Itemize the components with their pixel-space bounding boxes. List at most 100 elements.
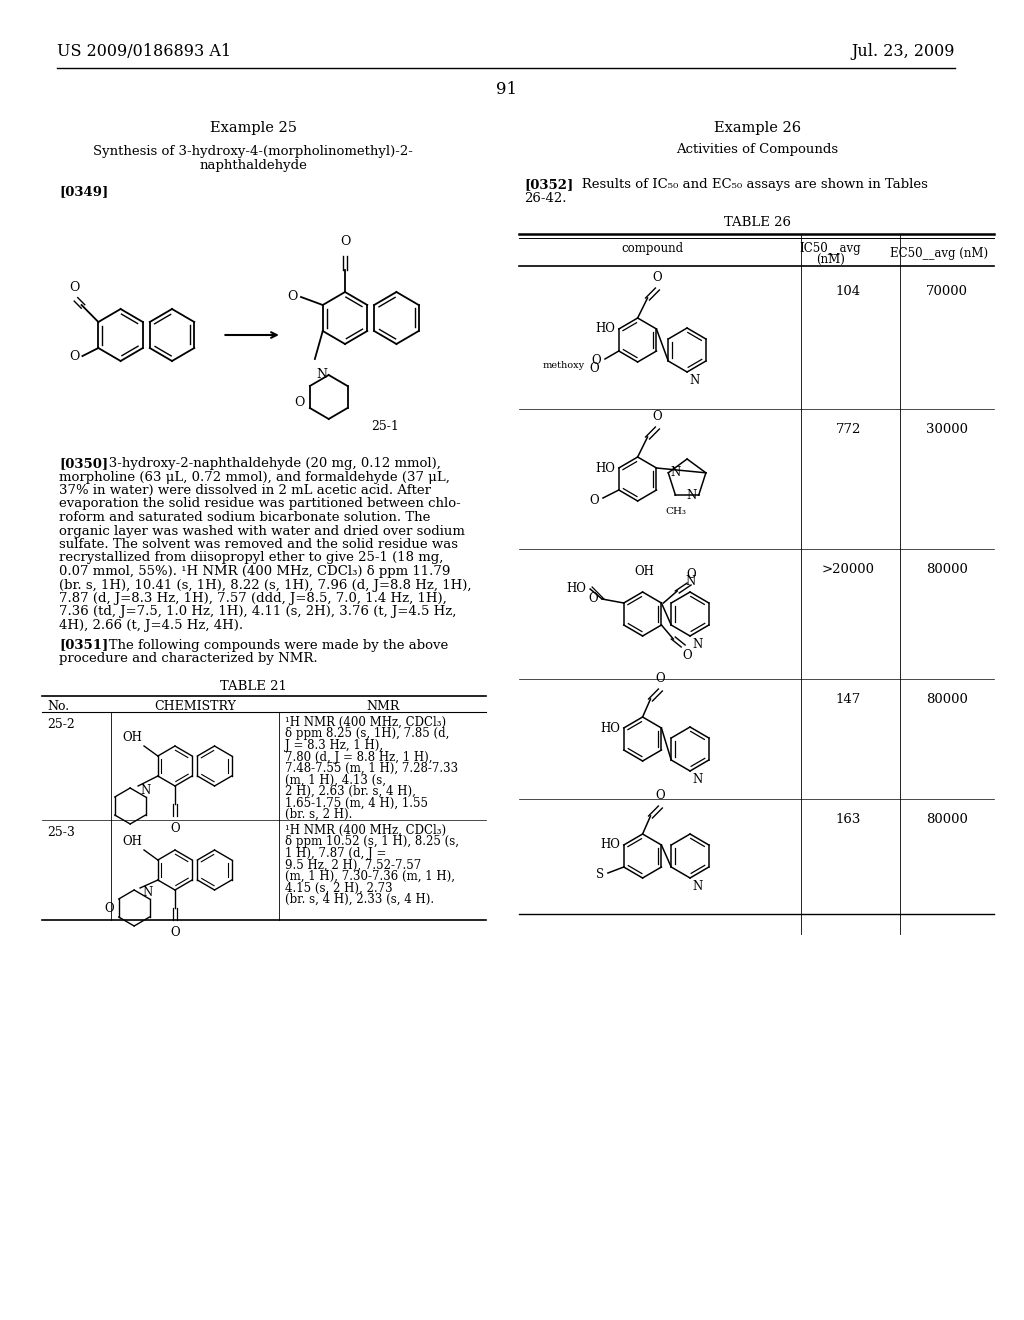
Text: 80000: 80000 [926,693,968,706]
Text: sulfate. The solvent was removed and the solid residue was: sulfate. The solvent was removed and the… [59,539,459,550]
Text: O: O [652,411,663,422]
Text: O: O [170,822,180,836]
Text: ¹H NMR (400 MHz, CDCl₃): ¹H NMR (400 MHz, CDCl₃) [285,715,445,729]
Text: (br. s, 4 H), 2.33 (s, 4 H).: (br. s, 4 H), 2.33 (s, 4 H). [285,894,434,906]
Text: N: N [692,638,702,651]
Text: HO: HO [595,462,614,474]
Text: 104: 104 [836,285,861,298]
Text: O: O [589,593,598,606]
Text: J = 8.3 Hz, 1 H),: J = 8.3 Hz, 1 H), [285,739,383,752]
Text: O: O [590,494,599,507]
Text: The following compounds were made by the above: The following compounds were made by the… [96,639,449,652]
Text: O: O [590,363,599,375]
Text: N: N [692,774,702,785]
Text: CH₃: CH₃ [665,507,686,516]
Text: OH: OH [122,731,142,744]
Text: 4.15 (s, 2 H), 2.73: 4.15 (s, 2 H), 2.73 [285,882,392,895]
Text: N: N [142,886,153,899]
Text: No.: No. [47,700,70,713]
Text: 163: 163 [836,813,861,826]
Text: HO: HO [595,322,614,335]
Text: Activities of Compounds: Activities of Compounds [676,144,839,157]
Text: [0352]: [0352] [524,178,573,191]
Text: N: N [686,488,696,502]
Text: O: O [104,902,115,915]
Text: 25-3: 25-3 [47,826,76,840]
Text: HO: HO [600,838,620,851]
Text: 2 H), 2.63 (br. s, 4 H),: 2 H), 2.63 (br. s, 4 H), [285,785,416,799]
Text: O: O [170,927,180,939]
Text: (nM): (nM) [816,253,845,267]
Text: 25-2: 25-2 [47,718,75,731]
Text: 7.48-7.55 (m, 1 H), 7.28-7.33: 7.48-7.55 (m, 1 H), 7.28-7.33 [285,762,458,775]
Text: IC50__avg: IC50__avg [800,242,861,255]
Text: O: O [340,235,350,248]
Text: procedure and characterized by NMR.: procedure and characterized by NMR. [59,652,317,665]
Text: Synthesis of 3-hydroxy-4-(morpholinomethyl)-2-: Synthesis of 3-hydroxy-4-(morpholinometh… [93,145,413,158]
Text: O: O [655,672,666,685]
Text: 0.07 mmol, 55%). ¹H NMR (400 MHz, CDCl₃) δ ppm 11.79: 0.07 mmol, 55%). ¹H NMR (400 MHz, CDCl₃)… [59,565,451,578]
Text: OH: OH [122,836,142,847]
Text: Example 25: Example 25 [210,121,297,135]
Text: naphthaldehyde: naphthaldehyde [199,160,307,173]
Text: (m, 1 H), 4.13 (s,: (m, 1 H), 4.13 (s, [285,774,386,787]
Text: TABLE 21: TABLE 21 [219,680,287,693]
Text: O: O [682,649,692,663]
Text: recrystallized from diisopropyl ether to give 25-1 (18 mg,: recrystallized from diisopropyl ether to… [59,552,443,565]
Text: (br. s, 1H), 10.41 (s, 1H), 8.22 (s, 1H), 7.96 (d, J=8.8 Hz, 1H),: (br. s, 1H), 10.41 (s, 1H), 8.22 (s, 1H)… [59,578,472,591]
Text: NMR: NMR [366,700,399,713]
Text: compound: compound [622,242,684,255]
Text: Example 26: Example 26 [714,121,801,135]
Text: ¹H NMR (400 MHz, CDCl₃): ¹H NMR (400 MHz, CDCl₃) [285,824,445,837]
Text: [0351]: [0351] [59,639,109,652]
Text: CHEMISTRY: CHEMISTRY [154,700,236,713]
Text: US 2009/0186893 A1: US 2009/0186893 A1 [57,44,231,61]
Text: 25-1: 25-1 [372,420,399,433]
Text: N: N [685,576,695,587]
Text: 772: 772 [836,422,861,436]
Text: 7.80 (d, J = 8.8 Hz, 1 H),: 7.80 (d, J = 8.8 Hz, 1 H), [285,751,432,763]
Text: O: O [288,289,298,302]
Text: N: N [316,368,328,381]
Text: 80000: 80000 [926,564,968,576]
Text: N: N [692,880,702,894]
Text: O: O [69,350,80,363]
Text: 3-hydroxy-2-naphthaldehyde (20 mg, 0.12 mmol),: 3-hydroxy-2-naphthaldehyde (20 mg, 0.12 … [96,457,440,470]
Text: (br. s, 2 H).: (br. s, 2 H). [285,808,352,821]
Text: 70000: 70000 [926,285,968,298]
Text: HO: HO [600,722,620,734]
Text: S: S [596,869,604,882]
Text: 37% in water) were dissolved in 2 mL acetic acid. After: 37% in water) were dissolved in 2 mL ace… [59,484,431,498]
Text: 4H), 2.66 (t, J=4.5 Hz, 4H).: 4H), 2.66 (t, J=4.5 Hz, 4H). [59,619,244,632]
Text: O: O [652,271,663,284]
Text: 91: 91 [496,82,517,99]
Text: [0350]: [0350] [59,457,109,470]
Text: O: O [592,355,601,367]
Text: (m, 1 H), 7.30-7.36 (m, 1 H),: (m, 1 H), 7.30-7.36 (m, 1 H), [285,870,455,883]
Text: HO: HO [566,582,586,595]
Text: O: O [655,789,666,803]
Text: N: N [689,374,699,387]
Text: O: O [686,568,696,581]
Text: >20000: >20000 [821,564,874,576]
Text: 80000: 80000 [926,813,968,826]
Text: organic layer was washed with water and dried over sodium: organic layer was washed with water and … [59,524,465,537]
Text: Results of IC₅₀ and EC₅₀ assays are shown in Tables: Results of IC₅₀ and EC₅₀ assays are show… [569,178,929,191]
Text: 1.65-1.75 (m, 4 H), 1.55: 1.65-1.75 (m, 4 H), 1.55 [285,796,428,809]
Text: 26-42.: 26-42. [524,191,566,205]
Text: roform and saturated sodium bicarbonate solution. The: roform and saturated sodium bicarbonate … [59,511,431,524]
Text: OH: OH [635,565,654,578]
Text: 9.5 Hz, 2 H), 7.52-7.57: 9.5 Hz, 2 H), 7.52-7.57 [285,858,421,871]
Text: TABLE 26: TABLE 26 [724,216,791,228]
Text: morpholine (63 μL, 0.72 mmol), and formaldehyde (37 μL,: morpholine (63 μL, 0.72 mmol), and forma… [59,470,451,483]
Text: N: N [671,466,681,479]
Text: 7.36 (td, J=7.5, 1.0 Hz, 1H), 4.11 (s, 2H), 3.76 (t, J=4.5 Hz,: 7.36 (td, J=7.5, 1.0 Hz, 1H), 4.11 (s, 2… [59,606,457,619]
Text: 7.87 (d, J=8.3 Hz, 1H), 7.57 (ddd, J=8.5, 7.0, 1.4 Hz, 1H),: 7.87 (d, J=8.3 Hz, 1H), 7.57 (ddd, J=8.5… [59,591,447,605]
Text: δ ppm 10.52 (s, 1 H), 8.25 (s,: δ ppm 10.52 (s, 1 H), 8.25 (s, [285,836,459,849]
Text: [0349]: [0349] [59,186,109,198]
Text: 30000: 30000 [926,422,968,436]
Text: Jul. 23, 2009: Jul. 23, 2009 [852,44,955,61]
Text: O: O [295,396,305,408]
Text: 147: 147 [836,693,861,706]
Text: N: N [140,784,151,797]
